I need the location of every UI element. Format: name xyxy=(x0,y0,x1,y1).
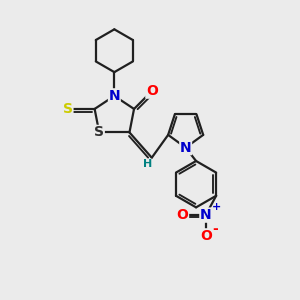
Text: N: N xyxy=(109,89,120,103)
Text: S: S xyxy=(63,102,73,116)
Text: O: O xyxy=(177,208,188,222)
Text: S: S xyxy=(94,125,104,140)
Text: -: - xyxy=(212,222,218,236)
Text: +: + xyxy=(212,202,221,212)
Text: N: N xyxy=(200,208,212,222)
Text: O: O xyxy=(200,229,212,243)
Text: H: H xyxy=(143,159,152,169)
Text: N: N xyxy=(180,141,191,154)
Text: O: O xyxy=(146,84,158,98)
